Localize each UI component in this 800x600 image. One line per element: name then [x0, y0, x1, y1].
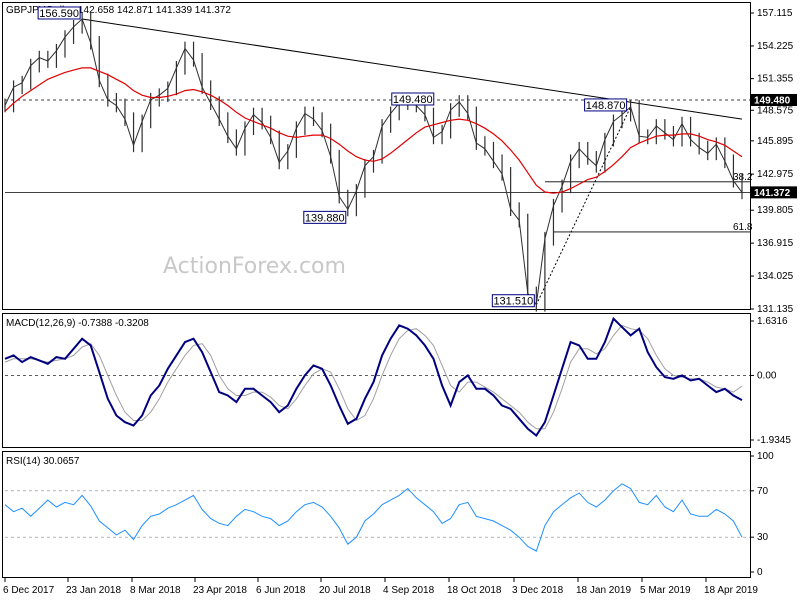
- price-annotation-label: 156.590: [39, 8, 79, 20]
- price-annotation-box: [37, 6, 81, 20]
- macd-y-tick-label: 0.00: [757, 370, 777, 381]
- rsi-series: [4, 483, 750, 552]
- price-y-tick-label: 142.975: [757, 169, 794, 180]
- x-tick-label: 20 Jul 2018: [319, 585, 371, 596]
- price-annotation-box: [491, 294, 535, 308]
- price-panel: [2, 2, 751, 310]
- price-annotation-box: [584, 98, 628, 112]
- rsi-y-tick-label: 100: [757, 451, 774, 462]
- rsi-y-tick-label: 0: [757, 567, 763, 578]
- price-series: [4, 12, 743, 312]
- price-header-ohlc: 142.658 142.871 141.339 141.372: [78, 5, 231, 16]
- price-y-tick-label: 131.135: [757, 304, 794, 315]
- price-y-tick-label: 134.025: [757, 271, 794, 282]
- rsi-axis: 100 70 30 0: [750, 451, 774, 578]
- macd-panel: [2, 313, 751, 448]
- price-close-line: [4, 18, 743, 306]
- price-y-tick-label: 145.895: [757, 136, 794, 147]
- x-tick-label: 18 Apr 2019: [704, 585, 758, 596]
- price-annotation-label: 139.880: [305, 212, 345, 224]
- price-levels: 38.2 61.8: [5, 99, 753, 233]
- price-annotation-label: 148.870: [586, 100, 626, 112]
- trendline-1: [535, 106, 632, 305]
- macd-line: [4, 316, 743, 437]
- rsi-header: RSI(14) 30.0657: [6, 456, 80, 467]
- price-box: [751, 93, 797, 106]
- x-tick-label: 8 Mar 2018: [130, 585, 181, 596]
- moving-average-line: [4, 67, 743, 194]
- price-y-tick-label: 151.355: [757, 74, 794, 85]
- price-box-label: 149.480: [754, 95, 791, 106]
- rsi-y-tick-label: 70: [757, 486, 769, 497]
- x-tick-label: 23 Apr 2018: [193, 585, 247, 596]
- price-y-tick-label: 136.915: [757, 238, 794, 249]
- price-box: [751, 186, 797, 199]
- watermark: ActionForex.com: [163, 254, 346, 279]
- macd-axis: 1.6316 0.00 -1.9345: [750, 316, 791, 446]
- rsi-y-tick-label: 30: [757, 532, 769, 543]
- x-tick-label: 6 Jun 2018: [256, 585, 306, 596]
- macd-signal-line: [4, 324, 743, 430]
- price-header-symbol: GBPJPY,Daily: [6, 5, 69, 16]
- price-annotation-box: [303, 210, 347, 224]
- price-annotation-label: 131.510: [493, 296, 533, 308]
- price-y-tick-label: 157.115: [757, 8, 793, 19]
- trendline-0: [82, 18, 743, 120]
- rsi-line: [4, 483, 743, 552]
- macd-y-tick-label: 1.6316: [757, 316, 788, 327]
- fib-level-label: 38.2: [733, 172, 753, 183]
- price-y-tick-label: 154.225: [757, 41, 794, 52]
- x-tick-label: 4 Sep 2018: [383, 585, 435, 596]
- price-annotation-label: 149.480: [393, 94, 433, 106]
- x-tick-label: 3 Dec 2018: [512, 585, 564, 596]
- x-tick-label: 23 Jan 2018: [66, 585, 121, 596]
- price-axis: 157.115 154.225 151.355 148.575 145.895 142.9…: [750, 8, 797, 315]
- x-tick-label: 18 Jan 2019: [576, 585, 631, 596]
- x-tick-label: 6 Dec 2017: [3, 585, 55, 596]
- rsi-panel: [2, 451, 751, 578]
- price-y-tick-label: 148.575: [757, 105, 794, 116]
- price-annotations: 156.590 139.880 149.480 131.510 148.870: [37, 6, 628, 308]
- fib-level-label: 61.8: [733, 222, 753, 233]
- price-annotation-box: [391, 92, 435, 106]
- macd-y-tick-label: -1.9345: [757, 435, 791, 446]
- price-box-label: 141.372: [754, 188, 791, 199]
- macd-header: MACD(12,26,9) -0.7388 -0.3208: [6, 318, 149, 329]
- macd-series: [4, 316, 750, 437]
- x-tick-label: 5 Mar 2019: [640, 585, 691, 596]
- x-tick-label: 18 Oct 2018: [447, 585, 502, 596]
- x-axis: 6 Dec 2017 23 Jan 2018 8 Mar 2018 23 Apr 20…: [3, 578, 758, 596]
- price-y-tick-label: 139.805: [757, 205, 794, 216]
